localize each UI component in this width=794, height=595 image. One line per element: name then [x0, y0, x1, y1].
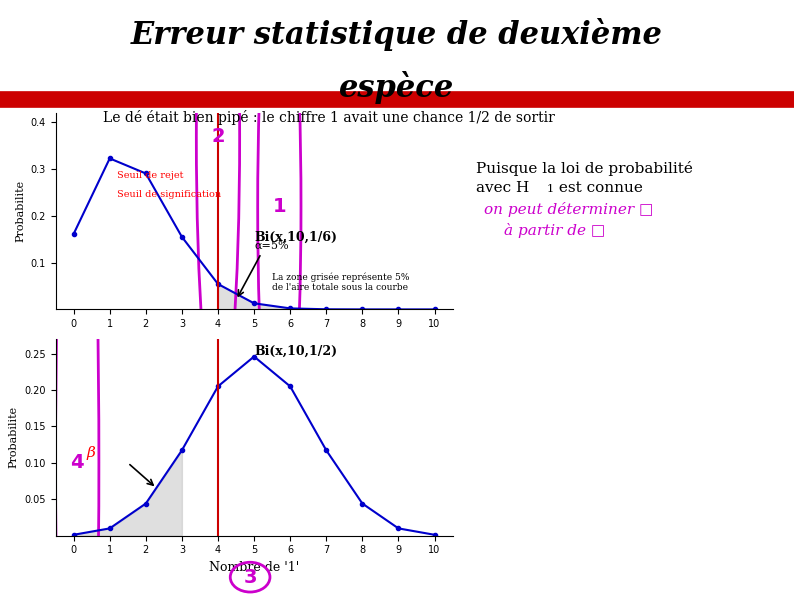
Text: Bi(x,10,1/2): Bi(x,10,1/2): [254, 345, 337, 358]
Text: 1: 1: [546, 184, 553, 195]
Text: on peut déterminer □: on peut déterminer □: [484, 202, 653, 217]
Y-axis label: Probabilite: Probabilite: [9, 406, 19, 468]
Text: α=5%: α=5%: [254, 240, 289, 250]
Text: espèce: espèce: [339, 71, 455, 104]
Text: Seuil de rejet: Seuil de rejet: [117, 171, 183, 180]
Text: Erreur statistique de deuxième: Erreur statistique de deuxième: [131, 18, 663, 51]
Text: 2: 2: [211, 127, 225, 146]
Text: avec H: avec H: [476, 181, 530, 196]
Text: est connue: est connue: [554, 181, 643, 196]
Text: La zone grisée représente 5%
de l'aire totale sous la courbe: La zone grisée représente 5% de l'aire t…: [272, 272, 410, 292]
Text: Puisque la loi de probabilité: Puisque la loi de probabilité: [476, 161, 693, 176]
Y-axis label: Probabilite: Probabilite: [15, 180, 25, 242]
X-axis label: Nombre de '1': Nombre de '1': [209, 560, 299, 574]
Text: β: β: [87, 446, 95, 460]
Text: 4: 4: [71, 453, 84, 472]
Text: Seuil de signification: Seuil de signification: [117, 190, 221, 199]
Text: à partir de □: à partir de □: [504, 223, 606, 238]
Text: 3: 3: [243, 568, 257, 587]
Text: Le dé était bien pipé : le chiffre 1 avait une chance 1/2 de sortir: Le dé était bien pipé : le chiffre 1 ava…: [103, 110, 555, 125]
Text: Bi(x,10,1/6): Bi(x,10,1/6): [254, 231, 337, 244]
Text: 1: 1: [272, 197, 286, 216]
